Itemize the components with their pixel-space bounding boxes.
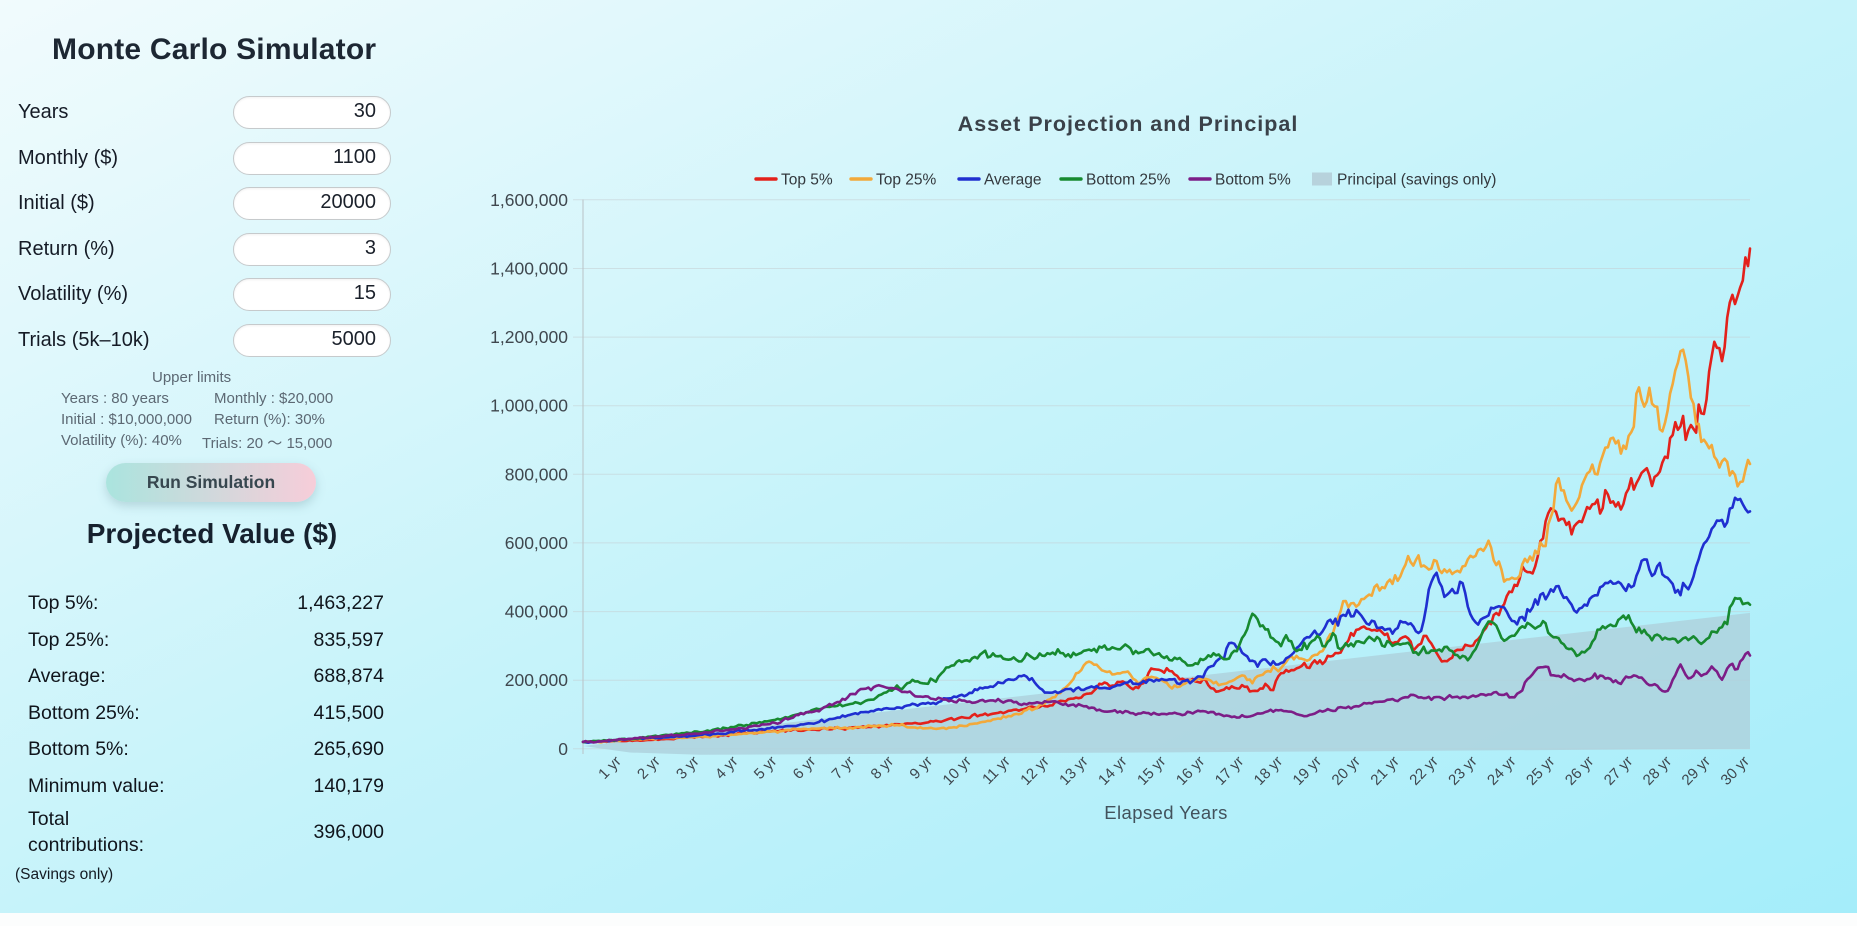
svg-text:Top 25%: Top 25% [876,172,937,189]
svg-text:12 yr: 12 yr [1017,753,1052,789]
svg-text:14 yr: 14 yr [1095,753,1130,789]
svg-text:1,400,000: 1,400,000 [490,259,568,279]
svg-text:10 yr: 10 yr [939,753,974,789]
svg-text:7 yr: 7 yr [829,753,859,783]
svg-text:25 yr: 25 yr [1523,753,1558,789]
svg-text:Bottom 25%: Bottom 25% [1086,172,1171,189]
svg-text:6 yr: 6 yr [790,753,820,783]
svg-text:26 yr: 26 yr [1562,753,1597,789]
svg-text:21 yr: 21 yr [1367,753,1402,789]
svg-text:13 yr: 13 yr [1056,753,1091,789]
svg-text:23 yr: 23 yr [1445,753,1480,789]
svg-text:0: 0 [558,739,568,759]
svg-text:Bottom 5%: Bottom 5% [1215,172,1291,189]
svg-text:16 yr: 16 yr [1173,753,1208,789]
svg-text:9 yr: 9 yr [906,753,936,783]
svg-text:5 yr: 5 yr [751,753,781,783]
svg-text:28 yr: 28 yr [1640,753,1675,789]
svg-text:Elapsed Years: Elapsed Years [1104,802,1228,823]
svg-text:1 yr: 1 yr [595,753,625,783]
svg-text:800,000: 800,000 [505,464,569,484]
svg-text:18 yr: 18 yr [1251,753,1286,789]
svg-text:1,600,000: 1,600,000 [490,190,568,210]
svg-text:29 yr: 29 yr [1679,753,1714,789]
svg-text:1,000,000: 1,000,000 [490,396,568,416]
svg-text:Principal (savings only): Principal (savings only) [1337,172,1496,189]
svg-text:1,200,000: 1,200,000 [490,327,568,347]
svg-text:3 yr: 3 yr [673,753,703,783]
svg-text:Asset Projection and Principal: Asset Projection and Principal [958,112,1299,136]
svg-text:22 yr: 22 yr [1406,753,1441,789]
svg-text:11 yr: 11 yr [979,753,1014,788]
svg-text:200,000: 200,000 [505,670,569,690]
svg-text:15 yr: 15 yr [1134,753,1169,789]
svg-text:Top 5%: Top 5% [781,172,833,189]
svg-text:400,000: 400,000 [505,602,569,622]
svg-text:30 yr: 30 yr [1717,753,1752,789]
svg-text:20 yr: 20 yr [1328,753,1363,789]
svg-text:600,000: 600,000 [505,533,569,553]
svg-text:27 yr: 27 yr [1601,753,1636,789]
svg-text:24 yr: 24 yr [1484,753,1519,789]
svg-text:2 yr: 2 yr [634,753,664,783]
svg-text:8 yr: 8 yr [867,753,897,783]
svg-text:Average: Average [984,172,1041,189]
svg-text:4 yr: 4 yr [712,753,742,783]
svg-text:17 yr: 17 yr [1212,753,1247,789]
svg-text:19 yr: 19 yr [1290,753,1325,789]
